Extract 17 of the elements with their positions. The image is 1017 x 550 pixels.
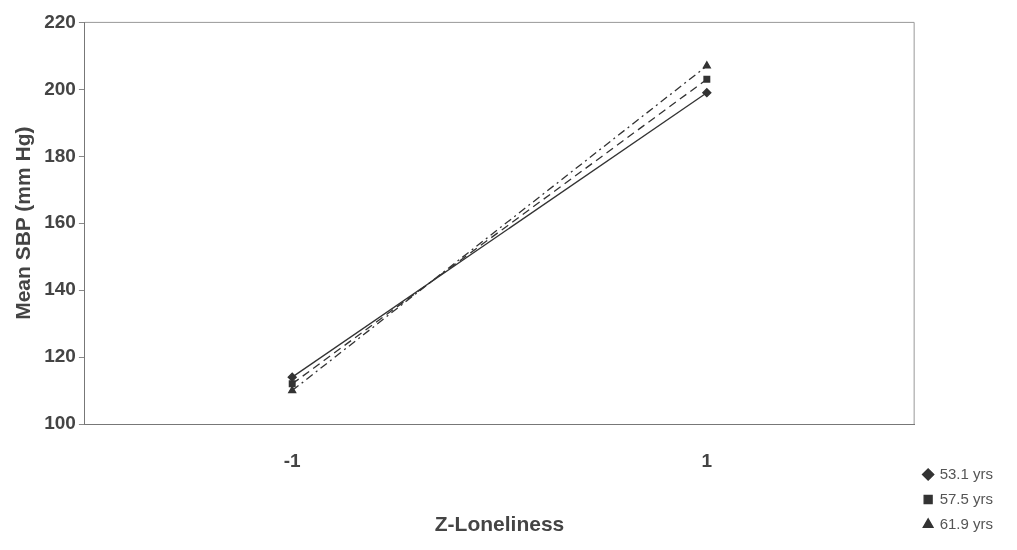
y-tick-label: 220 xyxy=(44,10,76,32)
y-tick-label: 200 xyxy=(44,77,76,99)
legend-label: 53.1 yrs xyxy=(939,464,993,482)
y-tick-label: 160 xyxy=(44,211,76,233)
x-tick-label: -1 xyxy=(283,449,302,471)
y-tick-label: 100 xyxy=(44,412,76,434)
x-tick-label: 1 xyxy=(701,449,713,471)
y-tick-label: 120 xyxy=(44,345,76,367)
point xyxy=(702,88,712,98)
x-axis-title: Z-Loneliness xyxy=(434,512,565,536)
y-tick-label: 180 xyxy=(44,144,76,166)
point xyxy=(287,372,297,382)
y-tick-label: 140 xyxy=(44,278,76,300)
y-axis-title: Mean SBP (mm Hg) xyxy=(11,126,35,320)
legend-label: 61.9 yrs xyxy=(939,514,993,532)
legend-label: 57.5 yrs xyxy=(939,489,993,507)
point xyxy=(703,75,711,83)
